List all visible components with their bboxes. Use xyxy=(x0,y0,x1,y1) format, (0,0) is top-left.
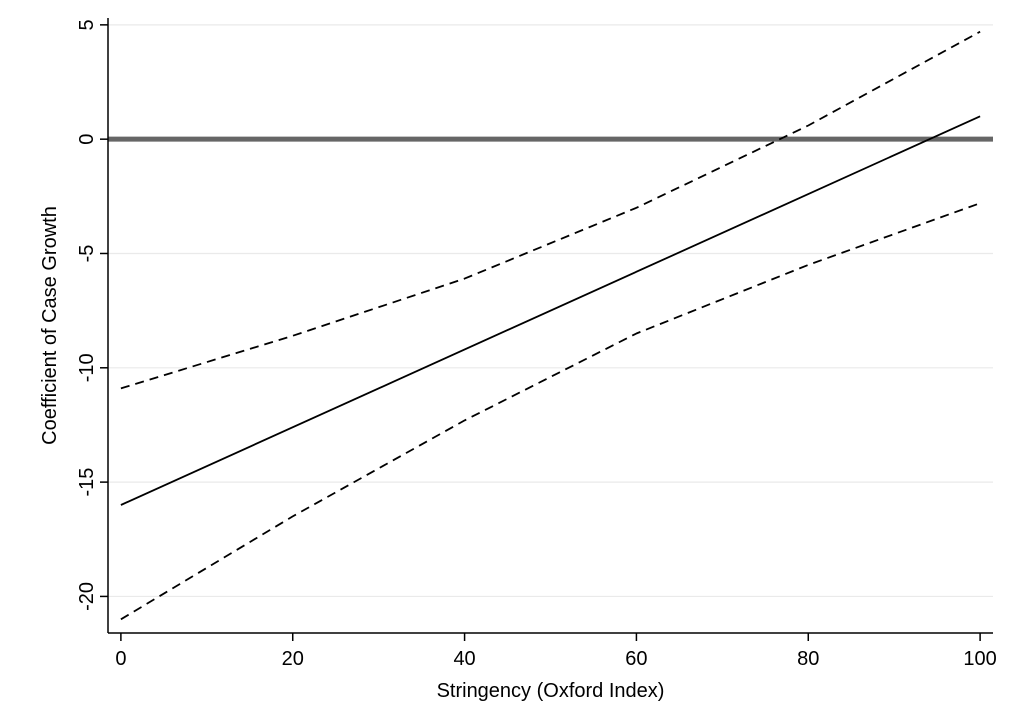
axes xyxy=(100,18,993,641)
x-axis-title: Stringency (Oxford Index) xyxy=(437,680,665,702)
x-tick-label-3: 60 xyxy=(625,648,647,670)
x-tick-label-1: 20 xyxy=(282,648,304,670)
tick-labels: 0 20 40 60 80 100 5 0 -5 -10 -15 -20 xyxy=(76,19,997,670)
y-tick-label-2: -5 xyxy=(76,245,98,263)
y-tick-label-5: -20 xyxy=(76,582,98,611)
confidence-band-line-1 xyxy=(120,30,981,390)
y-tick-label-4: -15 xyxy=(76,468,98,497)
y-tick-label-3: -10 xyxy=(76,353,98,382)
estimate-line-0 xyxy=(120,115,981,506)
y-tick-label-0: 5 xyxy=(76,19,98,30)
x-tick-label-0: 0 xyxy=(115,648,126,670)
x-tick-label-2: 40 xyxy=(453,648,475,670)
x-tick-label-5: 100 xyxy=(963,648,996,670)
y-axis-title: Coefficient of Case Growth xyxy=(39,206,61,445)
x-tick-label-4: 80 xyxy=(797,648,819,670)
y-tick-label-1: 0 xyxy=(76,134,98,145)
series-group xyxy=(120,30,981,621)
confidence-band-line-2 xyxy=(120,202,981,621)
